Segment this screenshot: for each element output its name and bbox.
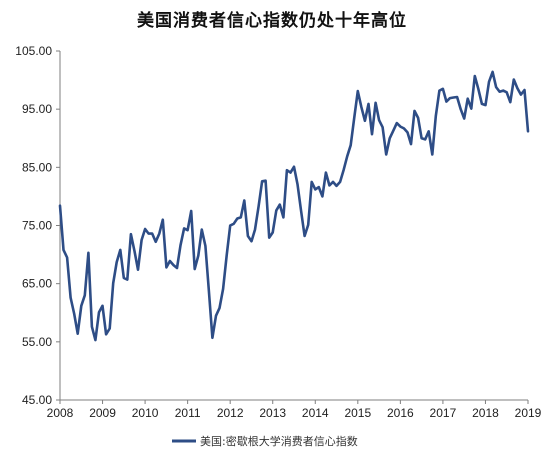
series-layer	[58, 70, 530, 342]
x-tick-label: 2017	[430, 406, 457, 420]
y-tick-label: 65.00	[22, 277, 52, 291]
y-tick-label: 95.00	[22, 102, 52, 116]
x-tick-label: 2016	[387, 406, 414, 420]
x-tick-label: 2018	[472, 406, 499, 420]
x-tick-label: 2010	[132, 406, 159, 420]
y-tick-label: 105.00	[15, 44, 52, 58]
x-axis-ticks: 2008 2009 2010 2011 2012 2013 2014 2015 2016 2017…	[47, 400, 542, 420]
chart-title: 美国消费者信心指数仍处十年高位	[137, 11, 407, 31]
y-axis-ticks: 45.00 55.00 65.00 75.00 85.00 95.00 105.00	[15, 44, 60, 407]
legend-label: 美国:密歇根大学消费者信心指数	[200, 434, 358, 448]
x-tick-label: 2012	[217, 406, 244, 420]
y-tick-label: 85.00	[22, 160, 52, 174]
x-tick-label: 2014	[302, 406, 329, 420]
x-tick-label: 2009	[89, 406, 116, 420]
x-tick-label: 2011	[175, 406, 201, 420]
x-tick-label: 2019	[515, 406, 542, 420]
y-tick-label: 55.00	[22, 335, 52, 349]
legend: 美国:密歇根大学消费者信心指数	[172, 434, 358, 448]
x-tick-label: 2015	[344, 406, 371, 420]
y-tick-label: 75.00	[22, 219, 52, 233]
series-line-consumer-sentiment	[58, 70, 530, 342]
x-tick-label: 2008	[47, 406, 74, 420]
x-tick-label: 2013	[259, 406, 286, 420]
y-tick-label: 45.00	[22, 393, 52, 407]
